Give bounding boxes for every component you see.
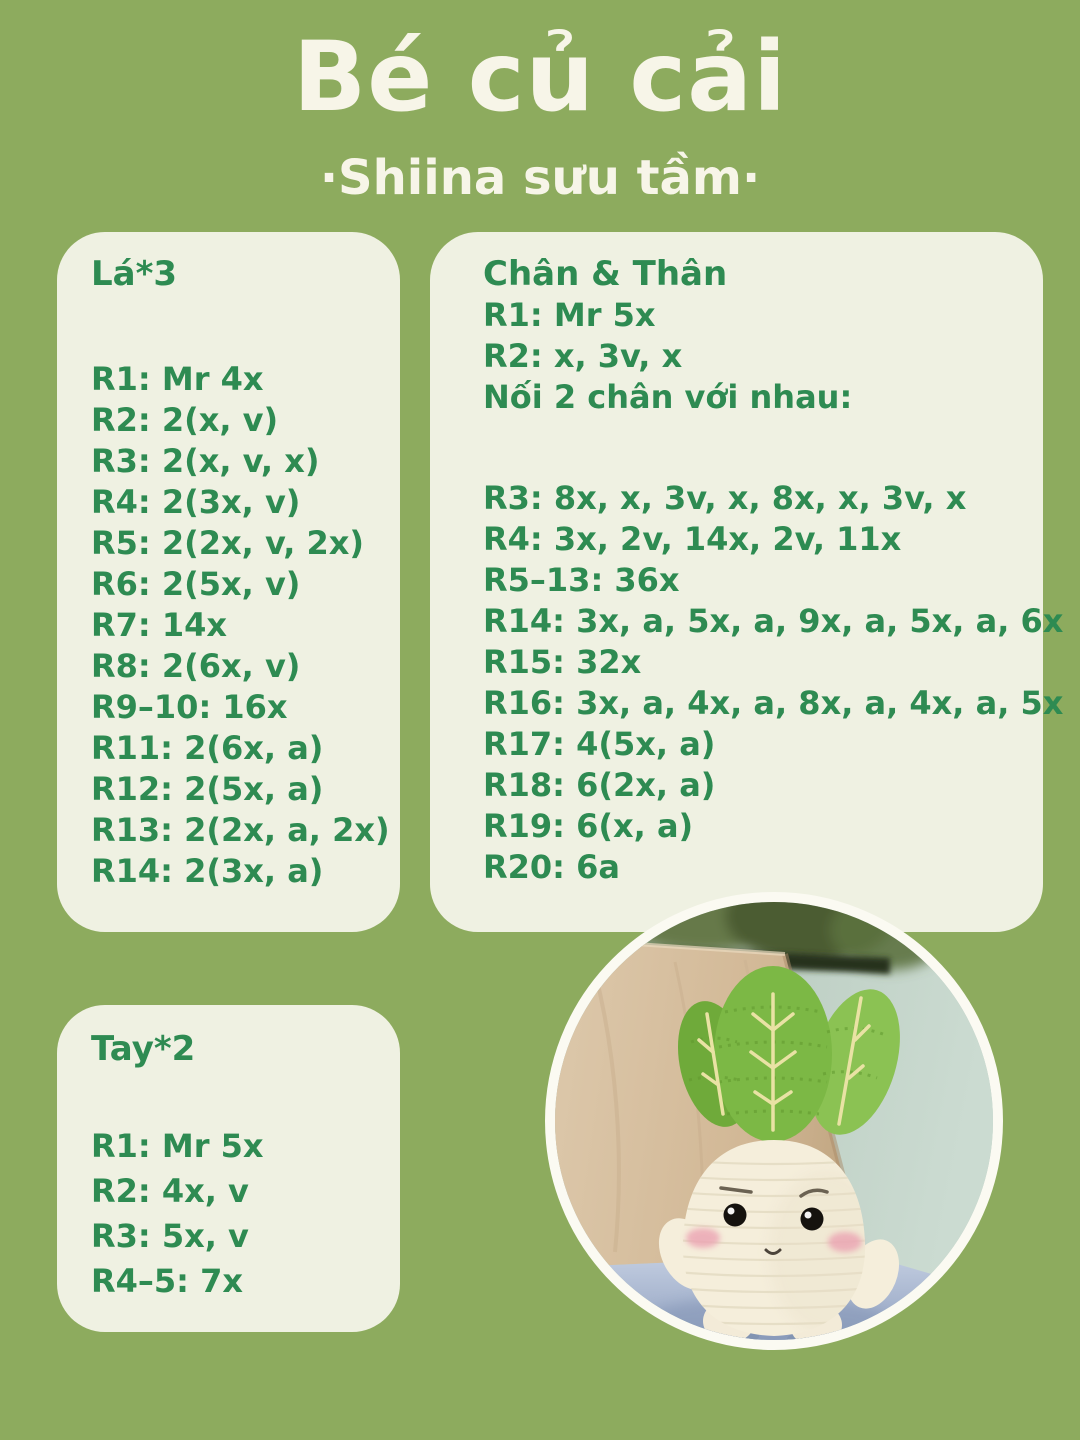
pattern-row: R2: 2(x, v) (91, 401, 279, 439)
eye-left (723, 1203, 747, 1227)
pattern-row: R1: Mr 5x (91, 1127, 264, 1165)
radish-face (686, 1186, 862, 1255)
legs-body-row-list-top: R1: Mr 5x R2: x, 3v, x Nối 2 chân với nhau… (483, 295, 1029, 418)
amigurumi-photo-illustration (555, 902, 993, 1340)
arm-row-list: R1: Mr 5x R2: 4x, v R3: 5x, v R4–5: 7x (91, 1124, 390, 1304)
pattern-row: R2: 4x, v (91, 1172, 249, 1210)
pattern-row: R9–10: 16x (91, 688, 288, 726)
card-legs-body-title: Chân & Thân (483, 254, 728, 294)
page-subtitle: ·Shiina sưu tầm· (319, 150, 761, 206)
amigurumi-photo (545, 892, 1003, 1350)
pattern-row: R17: 4(5x, a) (483, 725, 716, 763)
pattern-row: R5: 2(2x, v, 2x) (91, 524, 365, 562)
leaf-row-list: R1: Mr 4x R2: 2(x, v) R3: 2(x, v, x) R4: 2(… (91, 359, 390, 892)
pattern-row: R4–5: 7x (91, 1262, 244, 1300)
blush-left (686, 1228, 720, 1248)
card-legs-body-pattern: Chân & Thân R1: Mr 5x R2: x, 3v, x Nối 2 c… (430, 232, 1064, 932)
pattern-row: R15: 32x (483, 643, 642, 681)
houseplant-leaves (610, 902, 950, 970)
card-leaf-title: Lá*3 (91, 254, 178, 294)
pattern-row: R19: 6(x, a) (483, 807, 694, 845)
page-title: Bé củ cải (293, 21, 787, 133)
pattern-row: R7: 14x (91, 606, 228, 644)
eye-glint-left (727, 1207, 735, 1215)
pattern-row: Nối 2 chân với nhau: (483, 378, 853, 416)
pattern-row: R16: 3x, a, 4x, a, 8x, a, 4x, a, 5x (483, 684, 1064, 722)
pattern-row: R14: 2(3x, a) (91, 852, 324, 890)
spacer (91, 1070, 390, 1124)
spacer (483, 418, 1029, 478)
pattern-row: R3: 2(x, v, x) (91, 442, 320, 480)
pattern-row: R4: 3x, 2v, 14x, 2v, 11x (483, 520, 902, 558)
pattern-row: R5–13: 36x (483, 561, 680, 599)
pattern-row: R6: 2(5x, v) (91, 565, 301, 603)
pattern-row: R12: 2(5x, a) (91, 770, 324, 808)
eyebrow-left (719, 1186, 753, 1194)
spacer (91, 295, 390, 359)
pattern-row: R2: x, 3v, x (483, 337, 683, 375)
pattern-row: R18: 6(2x, a) (483, 766, 716, 804)
card-arm-title: Tay*2 (91, 1029, 196, 1069)
pattern-row: R4: 2(3x, v) (91, 483, 301, 521)
pattern-row: R14: 3x, a, 5x, a, 9x, a, 5x, a, 6x (483, 602, 1064, 640)
radish-leaves (677, 966, 900, 1142)
pattern-row: R20: 6a (483, 848, 620, 886)
pattern-row: R3: 5x, v (91, 1217, 249, 1255)
pattern-row: R11: 2(6x, a) (91, 729, 324, 767)
mouth (764, 1248, 782, 1255)
pattern-row: R8: 2(6x, v) (91, 647, 301, 685)
pattern-row: R3: 8x, x, 3v, x, 8x, x, 3v, x (483, 479, 967, 517)
eye-glint-right (804, 1211, 812, 1219)
eyebrow-right (799, 1188, 829, 1198)
pattern-row: R1: Mr 5x (483, 296, 656, 334)
blush-right (828, 1232, 862, 1252)
card-arm-pattern: Tay*2 R1: Mr 5x R2: 4x, v R3: 5x, v R4–5: 7… (57, 1005, 400, 1332)
card-leaf-pattern: Lá*3 R1: Mr 4x R2: 2(x, v) R3: 2(x, v, x) R… (57, 232, 400, 932)
eye-right (800, 1207, 824, 1231)
legs-body-row-list-bottom: R3: 8x, x, 3v, x, 8x, x, 3v, x R4: 3x, 2v… (483, 478, 1064, 888)
pattern-row: R1: Mr 4x (91, 360, 264, 398)
pattern-row: R13: 2(2x, a, 2x) (91, 811, 390, 849)
